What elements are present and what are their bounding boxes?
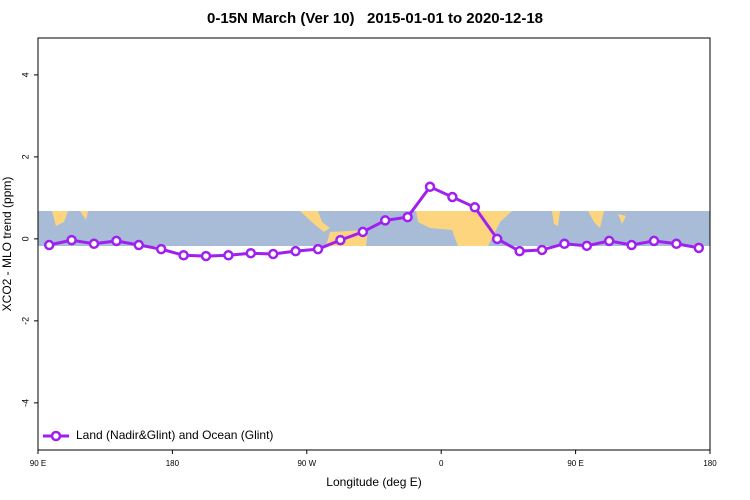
data-point	[648, 235, 660, 247]
data-point	[223, 250, 234, 261]
data-point	[379, 215, 391, 226]
y-tick-label: 4	[20, 72, 30, 77]
y-axis-label: XCO2 - MLO trend (ppm)	[0, 177, 14, 312]
x-tick-label: 180	[703, 459, 717, 468]
x-tick-label: 90 W	[297, 459, 316, 468]
data-point	[312, 243, 324, 255]
data-point	[43, 239, 55, 251]
data-point	[402, 211, 413, 223]
plot-frame	[37, 37, 711, 451]
y-tick-label: -4	[20, 399, 30, 407]
data-point	[469, 202, 481, 213]
x-tick-label: 90 E	[567, 459, 583, 468]
data-point	[155, 243, 167, 255]
data-point	[178, 250, 189, 261]
data-point	[626, 239, 637, 251]
data-point	[111, 235, 122, 247]
x-axis-label: Longitude (deg E)	[326, 475, 421, 489]
data-point	[66, 234, 77, 246]
legend-label: Land (Nadir&Glint) and Ocean (Glint)	[76, 428, 273, 442]
data-point	[447, 191, 458, 203]
data-point	[357, 226, 369, 238]
data-point	[559, 238, 570, 250]
data-point	[514, 245, 525, 257]
y-tick-label: 0	[20, 236, 30, 241]
x-tick-label: 180	[166, 459, 180, 468]
y-tick-label: -2	[20, 317, 30, 325]
data-point	[88, 238, 100, 250]
data-point	[581, 240, 593, 252]
data-point	[424, 181, 436, 193]
x-tick-label: 90 E	[30, 459, 46, 468]
data-point	[267, 248, 279, 260]
data-point	[290, 245, 301, 257]
legend-marker	[50, 430, 62, 442]
data-point	[693, 242, 705, 254]
data-point	[603, 235, 615, 247]
data-point	[335, 234, 346, 246]
data-point	[245, 247, 257, 259]
data-point	[671, 238, 682, 250]
x-tick-label: 0	[439, 459, 444, 468]
data-point	[200, 250, 212, 262]
data-point	[491, 233, 503, 245]
y-tick-label: 2	[20, 154, 30, 159]
chart-title: 0-15N March (Ver 10) 2015-01-01 to 2020-…	[207, 10, 543, 27]
data-point	[536, 244, 548, 256]
data-point	[133, 239, 145, 251]
